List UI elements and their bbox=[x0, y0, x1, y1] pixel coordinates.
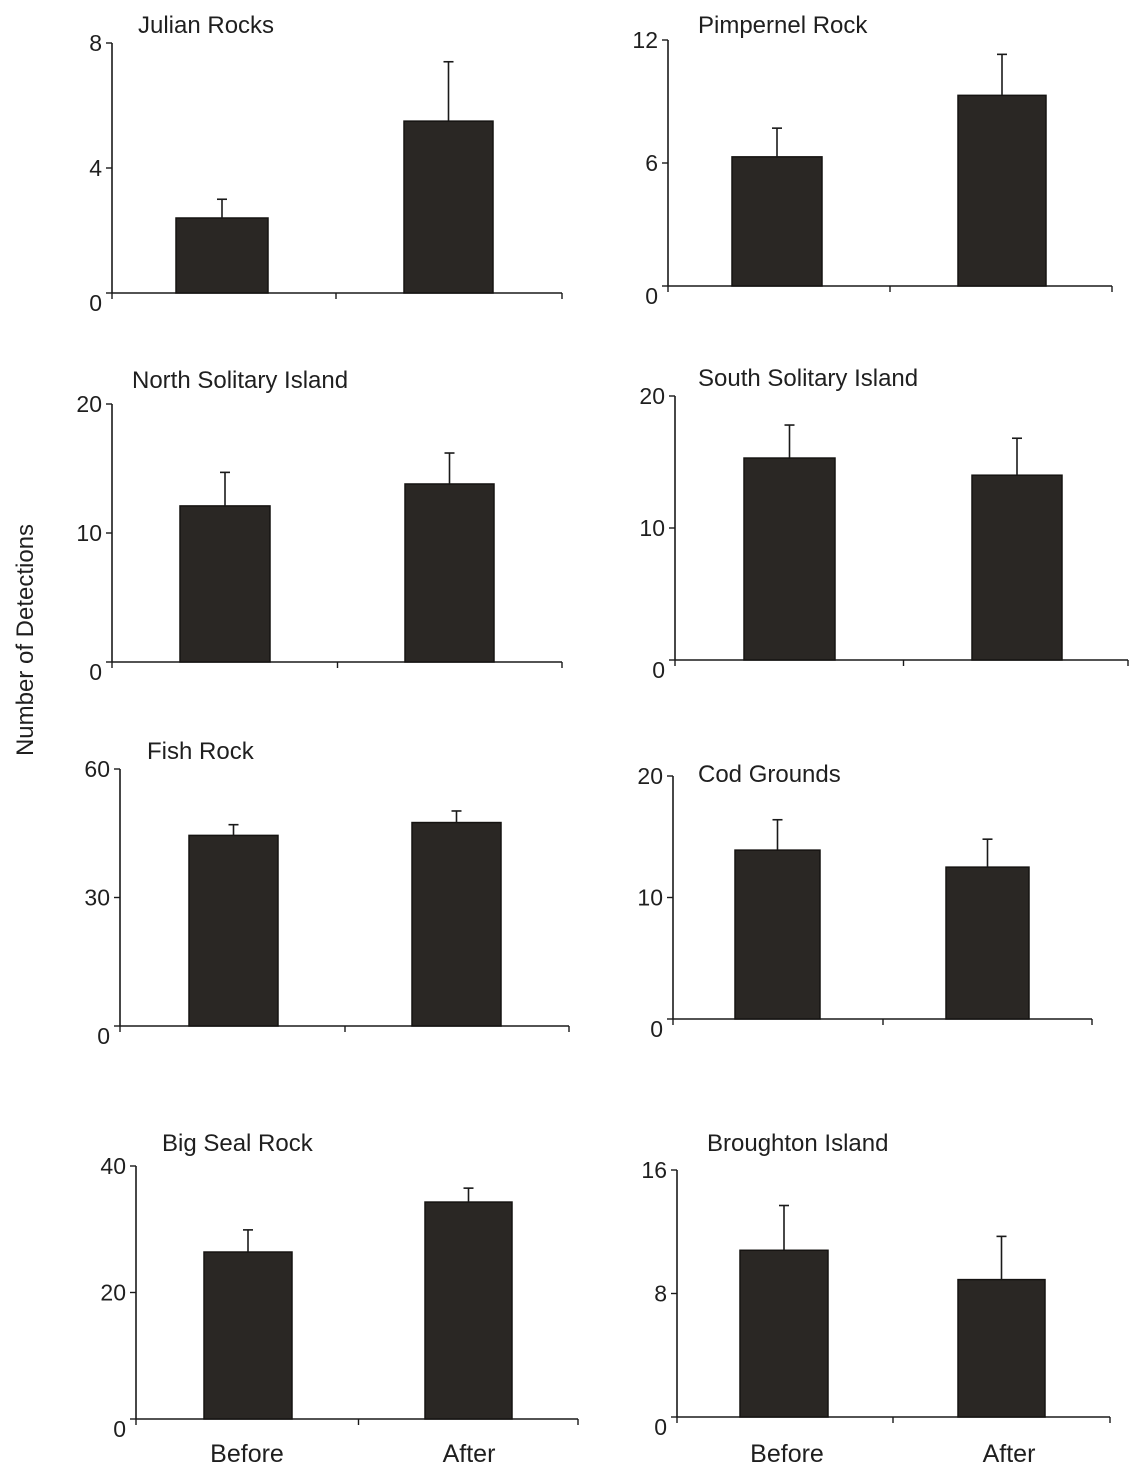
bar-before bbox=[175, 217, 269, 294]
y-axis-label-container: Number of Detections bbox=[6, 470, 46, 810]
y-tick-label: 4 bbox=[89, 155, 102, 181]
y-tick-label: 20 bbox=[76, 391, 102, 417]
y-tick-label: 20 bbox=[637, 763, 663, 789]
y-tick-label: 10 bbox=[637, 885, 663, 911]
y-tick-label: 8 bbox=[89, 30, 102, 56]
bar-after bbox=[957, 94, 1047, 287]
bar-before bbox=[734, 849, 821, 1020]
panel-6: 0 10 20 Cod Grounds bbox=[637, 761, 1093, 1042]
panel-7: 0 20 40 Big Seal Rock bbox=[100, 1130, 579, 1442]
y-tick-label: 0 bbox=[650, 1016, 663, 1042]
bar-before bbox=[188, 834, 279, 1027]
panel-title: Julian Rocks bbox=[138, 12, 274, 39]
panel-8: 0 8 16 Broughton Island bbox=[641, 1130, 1111, 1440]
panel-title: Big Seal Rock bbox=[162, 1130, 314, 1157]
bar-after bbox=[411, 821, 502, 1027]
y-tick-label: 8 bbox=[654, 1281, 667, 1307]
y-tick-label: 6 bbox=[645, 150, 658, 176]
y-tick-label: 0 bbox=[645, 283, 658, 309]
y-tick-label: 60 bbox=[84, 756, 110, 782]
y-tick-label: 12 bbox=[632, 27, 658, 53]
y-tick-label: 40 bbox=[100, 1153, 126, 1179]
x-category-before-left: Before bbox=[210, 1440, 284, 1468]
y-tick-label: 0 bbox=[113, 1416, 126, 1442]
bar-before bbox=[203, 1251, 293, 1420]
y-tick-label: 30 bbox=[84, 885, 110, 911]
x-category-before-right: Before bbox=[750, 1440, 824, 1468]
bar-after bbox=[403, 120, 494, 294]
y-tick-label: 0 bbox=[97, 1023, 110, 1049]
y-tick-label: 10 bbox=[76, 520, 102, 546]
x-category-after-right: After bbox=[982, 1440, 1036, 1468]
bar-after bbox=[971, 474, 1063, 661]
y-axis-label: Number of Detections bbox=[12, 523, 39, 757]
x-category-after-left: After bbox=[442, 1440, 496, 1468]
y-tick-label: 10 bbox=[639, 515, 665, 541]
panel-title: North Solitary Island bbox=[132, 367, 348, 394]
panel-title: Broughton Island bbox=[707, 1130, 888, 1157]
panel-2: 0 6 12 Pimpernel Rock bbox=[632, 12, 1113, 309]
y-tick-label: 20 bbox=[639, 383, 665, 409]
bar-after bbox=[404, 483, 495, 663]
y-tick-label: 0 bbox=[654, 1414, 667, 1440]
bar-after bbox=[945, 866, 1030, 1020]
bar-before bbox=[739, 1249, 829, 1418]
bar-after bbox=[424, 1201, 513, 1420]
bar-after bbox=[957, 1278, 1046, 1418]
panel-4: 0 10 20 South Solitary Island bbox=[639, 365, 1129, 683]
bar-before bbox=[743, 457, 836, 661]
panel-title: Cod Grounds bbox=[698, 761, 841, 788]
y-tick-label: 0 bbox=[89, 290, 102, 316]
panel-title: South Solitary Island bbox=[698, 365, 918, 392]
bar-before bbox=[179, 505, 271, 663]
panel-title: Pimpernel Rock bbox=[698, 12, 868, 39]
y-tick-label: 16 bbox=[641, 1157, 667, 1183]
y-tick-label: 20 bbox=[100, 1280, 126, 1306]
panel-title: Fish Rock bbox=[147, 738, 255, 765]
panel-1: 0 4 8 Julian Rocks bbox=[89, 12, 563, 316]
bar-before bbox=[731, 156, 823, 287]
y-tick-label: 0 bbox=[89, 659, 102, 685]
panel-5: 0 30 60 Fish Rock bbox=[84, 738, 570, 1049]
y-tick-label: 0 bbox=[652, 657, 665, 683]
panel-3: 0 10 20 North Solitary Island bbox=[76, 367, 563, 685]
